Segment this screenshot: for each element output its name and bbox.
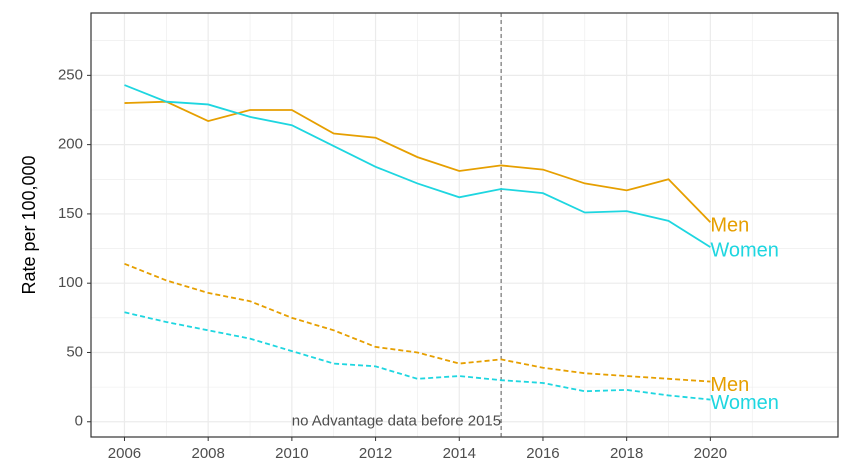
x-tick-label: 2012 — [359, 445, 392, 462]
series-line — [124, 262, 711, 383]
series-line — [124, 311, 711, 401]
x-tick-label: 2020 — [694, 445, 727, 462]
series-line — [124, 100, 712, 223]
y-tick-label: 250 — [58, 66, 83, 83]
x-tick-label: 2010 — [275, 445, 308, 462]
panel-border — [90, 12, 839, 438]
y-tick-label: 50 — [66, 343, 83, 360]
series-label: Women — [710, 239, 779, 261]
y-axis-label: Rate per 100,000 — [19, 155, 39, 294]
x-tick-label: 2018 — [610, 445, 643, 462]
series-label: Women — [710, 392, 779, 414]
y-tick-label: 200 — [58, 136, 83, 153]
series-line — [124, 84, 711, 248]
y-tick-label: 0 — [75, 413, 83, 430]
annotation: no Advantage data before 2015 — [292, 413, 501, 430]
series-label: Men — [710, 215, 749, 237]
series-label: Men — [710, 374, 749, 396]
x-tick-label: 2006 — [108, 445, 141, 462]
y-tick-label: 150 — [58, 205, 83, 222]
x-tick-label: 2014 — [443, 445, 476, 462]
y-tick-label: 100 — [58, 274, 83, 291]
x-tick-label: 2008 — [191, 445, 224, 462]
x-tick-label: 2016 — [526, 445, 559, 462]
